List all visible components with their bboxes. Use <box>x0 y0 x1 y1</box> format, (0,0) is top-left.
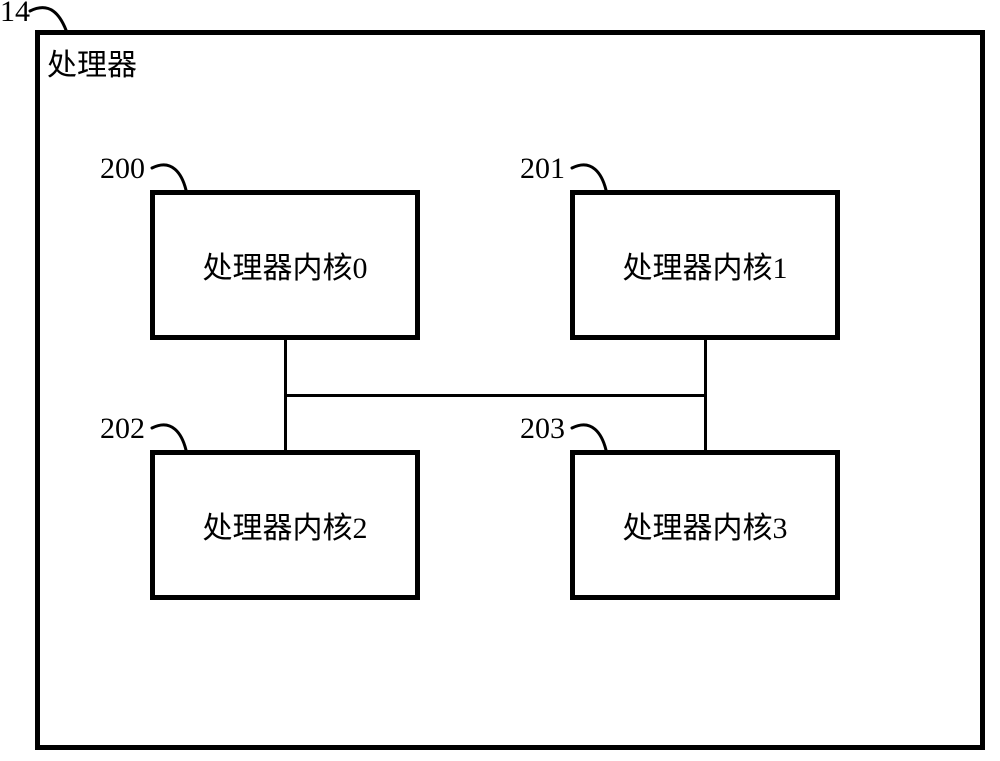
core0-ref-leader <box>152 162 232 212</box>
processor-title: 处理器 <box>47 40 137 84</box>
core2-ref-leader <box>152 422 232 472</box>
core2-box: 处理器内核2 <box>150 450 420 600</box>
core2-ref-number: 202 <box>100 412 145 446</box>
core0-label: 处理器内核0 <box>203 243 368 287</box>
core2-label: 处理器内核2 <box>203 503 368 547</box>
core3-ref-leader <box>572 422 652 472</box>
connector-bus-horizontal <box>284 394 707 397</box>
connector-core2-bus <box>284 394 287 451</box>
core3-ref-number: 203 <box>520 412 565 446</box>
core3-box: 处理器内核3 <box>570 450 840 600</box>
processor-ref-number: 14 <box>0 0 30 29</box>
core1-label: 处理器内核1 <box>623 243 788 287</box>
connector-core1-bus <box>704 340 707 397</box>
diagram-stage: 14 处理器 处理器内核0 处理器内核1 处理器内核2 处理器内核3 200 2… <box>0 0 1000 761</box>
connector-core0-bus <box>284 340 287 397</box>
core0-ref-number: 200 <box>100 152 145 186</box>
core0-box: 处理器内核0 <box>150 190 420 340</box>
core1-ref-number: 201 <box>520 152 565 186</box>
processor-outer-box <box>35 30 985 750</box>
core1-box: 处理器内核1 <box>570 190 840 340</box>
core1-ref-leader <box>572 162 652 212</box>
connector-core3-bus <box>704 394 707 451</box>
core3-label: 处理器内核3 <box>623 503 788 547</box>
